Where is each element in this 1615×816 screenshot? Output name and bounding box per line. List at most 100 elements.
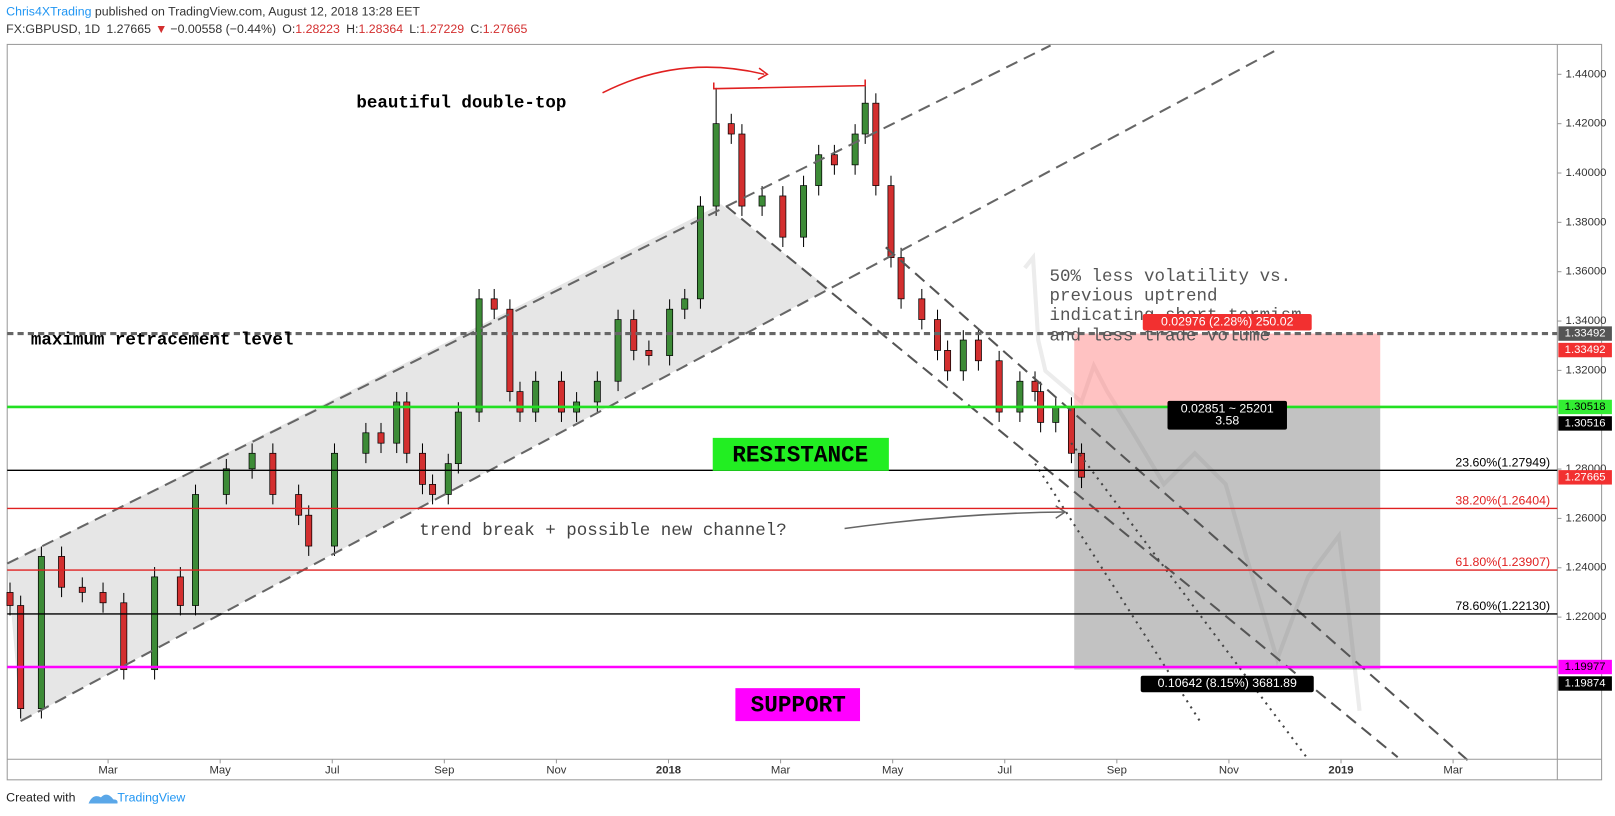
- trend-break-arrow: [844, 511, 1064, 530]
- footer-brand[interactable]: TradingView: [117, 791, 185, 805]
- candle-body: [712, 123, 720, 207]
- mid-label-box: [1167, 400, 1287, 430]
- candle-body: [918, 298, 926, 320]
- x-tick-label: 2018: [656, 765, 681, 777]
- candle-body: [444, 463, 452, 495]
- note-line: and less trade volume: [1050, 327, 1271, 347]
- candle-body: [506, 308, 514, 392]
- candle-body: [151, 576, 159, 671]
- candle-body: [887, 185, 895, 258]
- candle-body: [959, 339, 967, 372]
- channel-fill: [7, 204, 830, 722]
- level-label: 61.80%(1.23907): [1455, 555, 1550, 569]
- ohlc-value: 1.28364: [358, 22, 403, 36]
- author[interactable]: Chris4XTrading: [6, 5, 91, 19]
- x-tick-label: Jul: [325, 765, 339, 777]
- candle-body: [681, 298, 689, 310]
- price-tag: [1558, 342, 1612, 358]
- candle-body: [645, 350, 653, 356]
- position-labels: 0.02976 (2.28%) 250.02 0.02851 ~ 252013.5…: [1140, 314, 1314, 693]
- x-tick-label: Nov: [546, 765, 566, 777]
- note-line: previous uptrend: [1050, 286, 1218, 306]
- candle-body: [176, 576, 184, 606]
- candle-body: [815, 154, 823, 186]
- price-tag: [1558, 676, 1612, 691]
- annotation: RESISTANCE: [732, 442, 868, 468]
- candle-body: [331, 452, 338, 547]
- price-tag: [1558, 659, 1612, 675]
- target-zone: [1074, 406, 1381, 670]
- channel-upper: [6, 44, 1052, 565]
- candle-body: [861, 102, 869, 135]
- x-tick-label: Nov: [1219, 765, 1239, 777]
- candle-body: [419, 452, 426, 485]
- change: −0.00558 (−0.44%): [170, 22, 276, 36]
- candle-body: [37, 556, 45, 710]
- annotation: maximum retracement level: [31, 331, 294, 351]
- candle-body: [192, 494, 199, 606]
- candle-body: [490, 298, 498, 310]
- candle-body: [429, 484, 437, 495]
- down-channel-1: [725, 205, 1399, 758]
- ohlc-value: 1.28223: [295, 22, 340, 36]
- candle-body: [120, 602, 128, 671]
- candle-body: [614, 319, 622, 382]
- candle-body: [558, 380, 565, 413]
- x-tick-label: May: [882, 765, 904, 777]
- published: published on TradingView.com, August 12,…: [91, 5, 420, 19]
- candle-body: [696, 205, 704, 300]
- candle-body: [454, 411, 462, 465]
- candle-body: [403, 401, 411, 454]
- candle-body: [393, 401, 401, 444]
- ohlc-label: O:: [282, 22, 295, 36]
- x-tick-label: 2019: [1328, 765, 1353, 777]
- candle-body: [1031, 380, 1039, 392]
- stop-label-box: [1142, 314, 1312, 331]
- stop-label: 0.02976 (2.28%) 250.02: [1161, 315, 1294, 329]
- level-label: 23.60%(1.27949): [1455, 455, 1550, 469]
- candle-body: [78, 586, 86, 593]
- arrow-head: [757, 67, 769, 81]
- price-tag: [1558, 416, 1612, 431]
- candle-body: [99, 592, 107, 604]
- price: 1.27665: [106, 22, 151, 36]
- candle-body: [830, 154, 838, 166]
- candle-body: [872, 102, 880, 186]
- x-tick-label: Sep: [1107, 765, 1127, 777]
- candle-body: [17, 605, 25, 710]
- target-label: 0.10642 (8.15%) 3681.89: [1158, 676, 1297, 690]
- candle-body: [362, 432, 370, 454]
- publish-line: Chris4XTrading published on TradingView.…: [6, 5, 420, 19]
- y-tick-label: 1.38000: [1566, 216, 1607, 228]
- annotation: beautiful double-top: [356, 94, 566, 114]
- candle-body: [248, 452, 256, 470]
- logo: [88, 794, 118, 804]
- candle-body: [516, 391, 524, 413]
- x-tick-label: Sep: [434, 765, 454, 777]
- candle-body: [1016, 380, 1024, 413]
- y-tick-label: 1.26000: [1566, 512, 1607, 524]
- candle-body: [475, 298, 483, 413]
- candle-body: [269, 452, 277, 495]
- x-tick-label: Mar: [771, 765, 791, 777]
- level-label: 38.20%(1.26404): [1455, 494, 1550, 508]
- candle-body: [758, 195, 766, 207]
- mid-label: 0.02851 ~ 25201: [1181, 401, 1274, 415]
- dotted-line: [1070, 442, 1309, 760]
- symbol: FX:GBPUSD, 1D: [6, 22, 100, 36]
- projection-ghost: [1023, 252, 1362, 712]
- channel-lower: [20, 48, 1278, 723]
- price-tag-label: 1.33492: [1565, 344, 1606, 356]
- stop-zone: [1074, 333, 1381, 407]
- y-tick-label: 1.40000: [1566, 167, 1607, 179]
- annotation: trend break + possible new channel?: [419, 521, 787, 541]
- candle-body: [593, 380, 601, 403]
- support-box: [735, 688, 861, 722]
- candle-body: [897, 257, 905, 300]
- overlay: 23.60%(1.27949) 38.20%(1.26404) 61.80%(1.2…: [6, 44, 1602, 780]
- price-tag: [1558, 326, 1612, 341]
- price-tag-label: 1.33492: [1565, 328, 1606, 340]
- candle-body: [532, 380, 540, 413]
- price-tag-label: 1.30518: [1565, 401, 1606, 413]
